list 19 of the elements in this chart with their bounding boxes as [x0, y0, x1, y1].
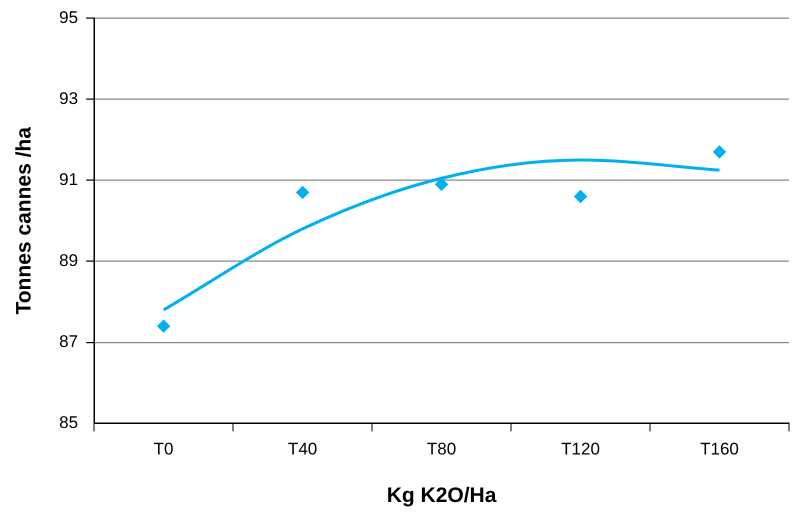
x-axis-title: Kg K2O/Ha — [386, 484, 497, 508]
x-tick-label: T120 — [561, 439, 600, 458]
x-tick-label: T40 — [288, 439, 318, 458]
x-tick-label: T0 — [154, 439, 174, 458]
x-tick-label: T160 — [700, 439, 739, 458]
y-axis-title: Tonnes cannes /ha — [12, 126, 36, 315]
point — [157, 320, 170, 333]
y-tick-label: 87 — [59, 332, 78, 352]
line-series — [162, 158, 722, 312]
y-tick-label: 89 — [59, 251, 78, 270]
y-tick-label: 85 — [59, 413, 78, 432]
y-tick-label: 93 — [59, 88, 78, 108]
x-tick-label: T80 — [426, 439, 456, 458]
y-tick-label: 91 — [59, 170, 78, 189]
point — [296, 186, 310, 199]
point — [713, 145, 726, 158]
point — [435, 178, 448, 191]
point — [574, 190, 588, 203]
y-tick-label: 95 — [59, 8, 78, 27]
